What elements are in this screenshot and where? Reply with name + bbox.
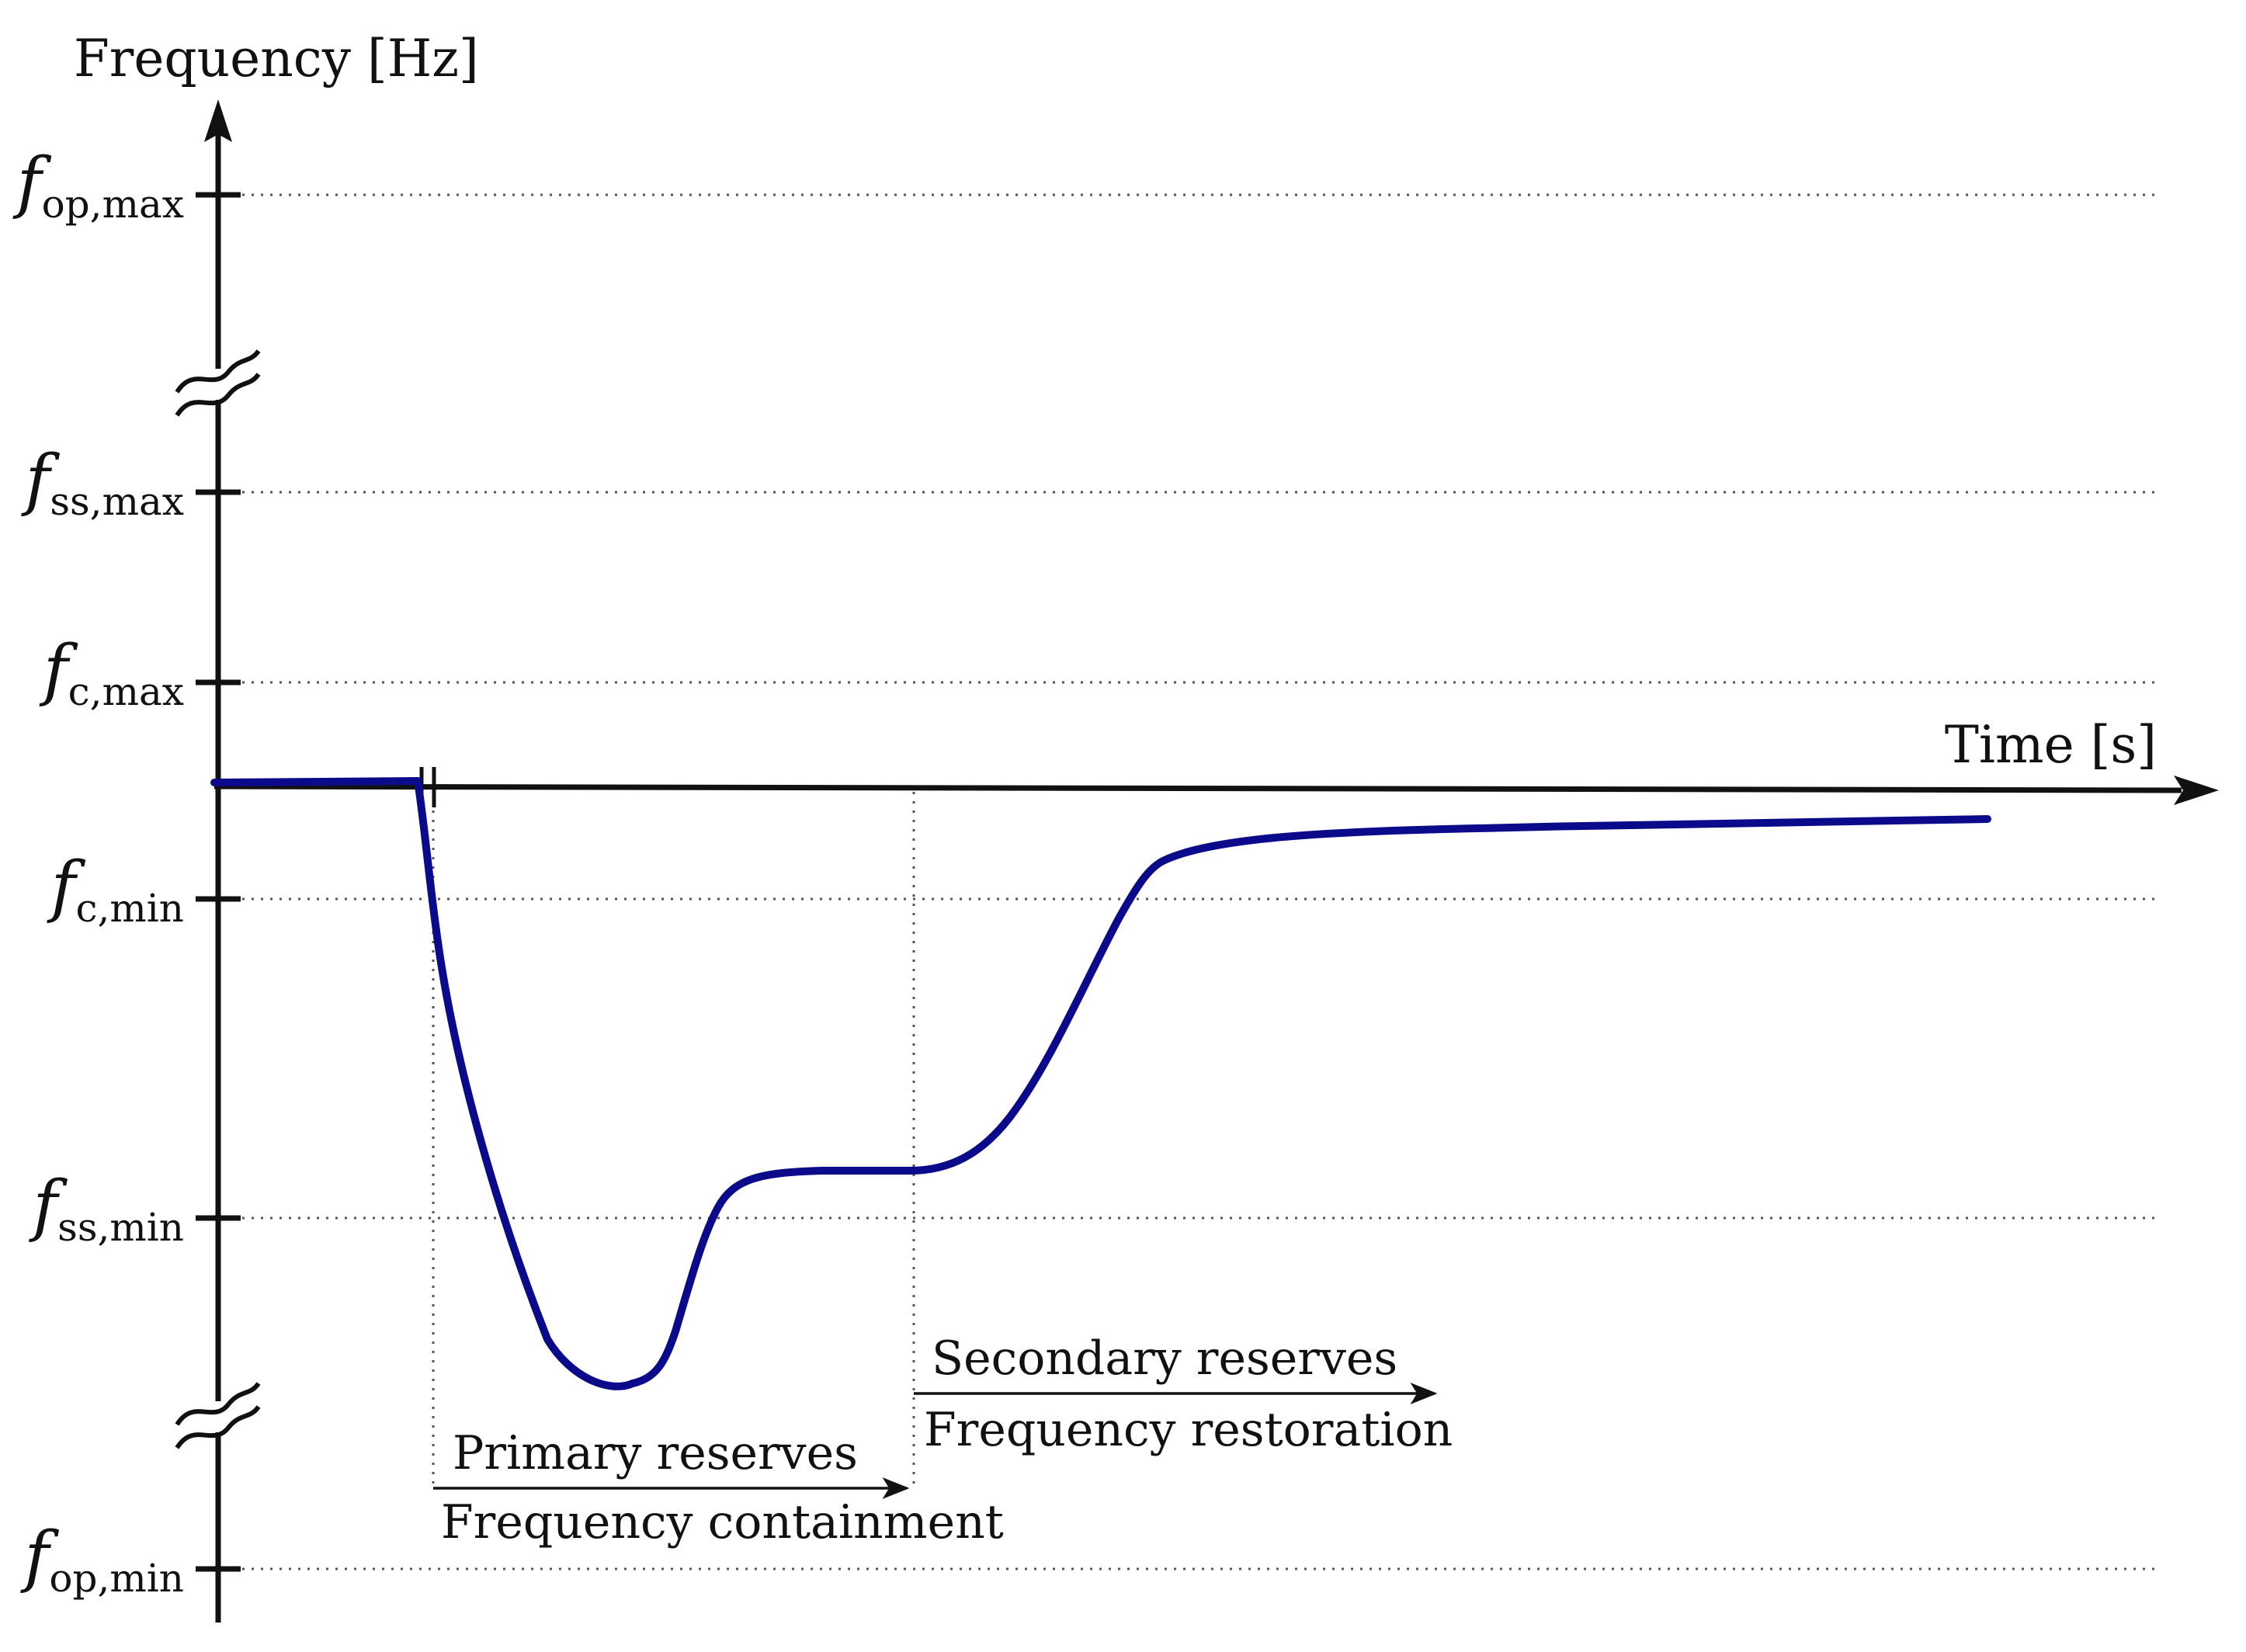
reference-gridlines [233, 193, 2158, 1570]
x-axis-arrowhead [2174, 776, 2219, 805]
tick-label-op-max: fop,max [12, 144, 184, 227]
tick-subscript: op,max [42, 182, 184, 227]
tick-label-ss-min: fss,min [28, 1167, 184, 1250]
y-axis-title: Frequency [Hz] [74, 29, 479, 88]
y-tick-marks [196, 192, 241, 1572]
secondary-reserves-label: Secondary reserves [932, 1331, 1397, 1386]
tick-subscript: c,max [68, 669, 184, 714]
tick-subscript: op,min [49, 1556, 184, 1601]
frequency-curve [210, 777, 1991, 1390]
tick-subscript: c,min [75, 886, 184, 931]
axis-break-upper [175, 349, 261, 417]
y-tick-labels: fop,max fss,max fc,max fc,min fss,min fo… [12, 144, 184, 1601]
tick-label-c-min: fc,min [47, 848, 184, 931]
tick-subscript: ss,min [57, 1205, 184, 1250]
phase-markers [432, 792, 915, 1491]
frequency-containment-label: Frequency containment [441, 1495, 1004, 1550]
frequency-restoration-label: Frequency restoration [924, 1403, 1453, 1457]
axis-break-lower [175, 1382, 261, 1449]
y-axis-arrowhead [204, 99, 232, 142]
tick-subscript: ss,max [50, 479, 184, 524]
x-axis-title: Time [s] [1945, 715, 2157, 775]
tick-label-c-max: fc,max [39, 631, 184, 714]
x-axis [213, 767, 2219, 807]
y-axis [204, 99, 232, 1622]
primary-reserves-label: Primary reserves [453, 1426, 858, 1480]
tick-label-ss-max: fss,max [21, 441, 184, 524]
tick-label-op-min: fop,min [20, 1518, 184, 1601]
